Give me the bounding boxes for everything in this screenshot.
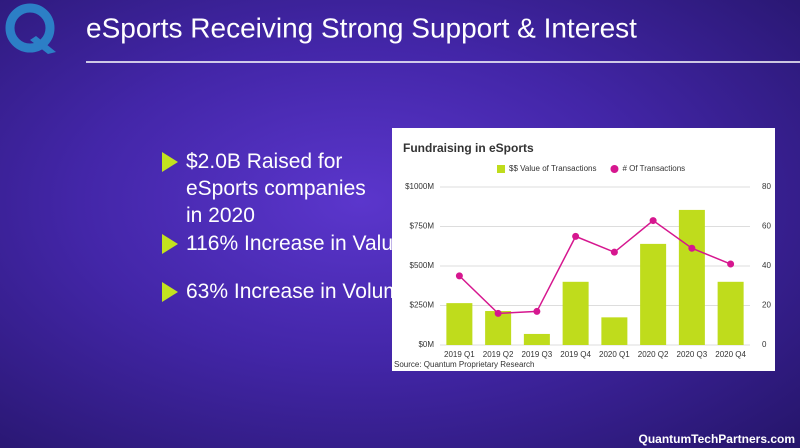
- y2-tick-label: 80: [762, 182, 771, 191]
- chart-title: Fundraising in eSports: [403, 141, 534, 155]
- y-tick-label: $0M: [418, 340, 434, 349]
- bullet-text: 63% Increase in Volume: [186, 280, 413, 303]
- bar: [446, 303, 473, 345]
- x-tick-label: 2019 Q3: [522, 350, 553, 359]
- bullet-text: $2.0B Raised for eSports companies in 20…: [186, 150, 366, 227]
- x-tick-label: 2019 Q1: [444, 350, 475, 359]
- slide-title: eSports Receiving Strong Support & Inter…: [86, 12, 637, 43]
- x-tick-label: 2020 Q2: [638, 350, 669, 359]
- line-point: [572, 232, 580, 240]
- legend-label: # Of Transactions: [622, 164, 685, 173]
- footer: QuantumTechPartners.com: [639, 432, 795, 446]
- bar: [640, 243, 667, 345]
- legend-swatch: [497, 165, 505, 173]
- line-point: [455, 272, 463, 280]
- chart-source: Source: Quantum Proprietary Research: [394, 360, 535, 369]
- y2-tick-label: 20: [762, 301, 771, 310]
- bar: [717, 281, 744, 345]
- y2-tick-label: 60: [762, 222, 771, 231]
- bullet-icon: [162, 234, 178, 254]
- x-tick-label: 2020 Q1: [599, 350, 630, 359]
- logo: [5, 3, 56, 54]
- bullet-icon: [162, 152, 178, 172]
- bar: [601, 317, 628, 345]
- bar: [523, 333, 550, 345]
- bullet-text: 116% Increase in Value YOY: [186, 232, 455, 255]
- y2-tick-label: 40: [762, 261, 771, 270]
- x-tick-label: 2019 Q4: [560, 350, 591, 359]
- y-tick-label: $1000M: [405, 182, 434, 191]
- bullet-icon: [162, 282, 178, 302]
- legend-label: $$ Value of Transactions: [509, 164, 596, 173]
- bar: [562, 281, 589, 345]
- x-tick-label: 2019 Q2: [483, 350, 514, 359]
- line-point: [610, 248, 618, 256]
- line-point: [649, 217, 657, 225]
- legend-swatch: [610, 165, 619, 173]
- x-tick-label: 2020 Q4: [715, 350, 746, 359]
- y2-tick-label: 0: [762, 340, 767, 349]
- y-tick-label: $500M: [410, 261, 435, 270]
- y-tick-label: $250M: [410, 301, 435, 310]
- line-point: [688, 244, 696, 252]
- line-point: [727, 260, 735, 268]
- line-point: [494, 309, 502, 317]
- bar: [678, 209, 705, 345]
- line: [458, 219, 731, 315]
- x-tick-label: 2020 Q3: [677, 350, 708, 359]
- y-tick-label: $750M: [410, 222, 435, 231]
- line-point: [533, 307, 541, 315]
